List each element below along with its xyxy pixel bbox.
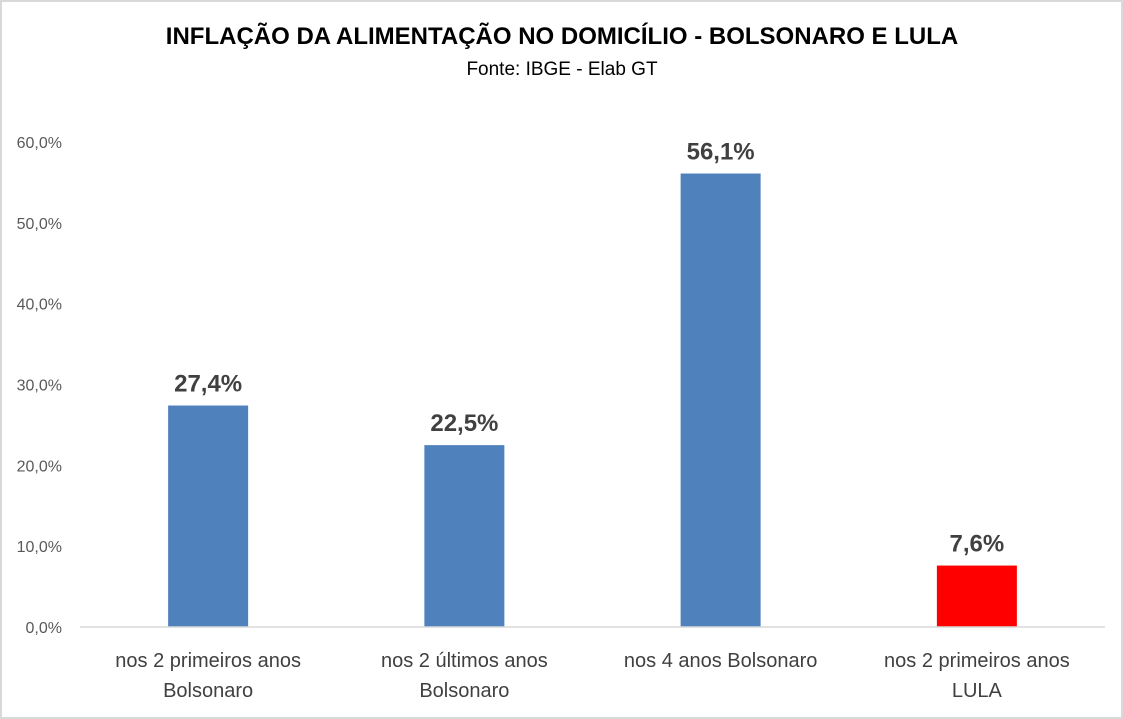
x-tick-label: nos 2 primeiros anos [115, 650, 301, 672]
y-tick-label: 0,0% [26, 620, 62, 637]
bar [680, 173, 761, 627]
chart-title: INFLAÇÃO DA ALIMENTAÇÃO NO DOMICÍLIO - B… [166, 22, 958, 50]
y-tick-label: 50,0% [17, 216, 62, 233]
x-tick-label: Bolsonaro [163, 680, 253, 702]
chart-subtitle: Fonte: IBGE - Elab GT [466, 59, 658, 80]
bar [168, 405, 249, 627]
x-tick-label: nos 4 anos Bolsonaro [624, 650, 817, 672]
y-tick-label: 30,0% [17, 378, 62, 395]
y-tick-label: 10,0% [17, 539, 62, 556]
data-label: 56,1% [687, 139, 755, 166]
data-label: 7,6% [950, 531, 1005, 558]
data-label: 27,4% [174, 371, 242, 398]
y-tick-label: 40,0% [17, 297, 62, 314]
x-tick-label: LULA [952, 680, 1003, 702]
data-label: 22,5% [430, 410, 498, 437]
y-tick-label: 60,0% [17, 135, 62, 152]
bar [936, 565, 1017, 627]
x-tick-label: nos 2 últimos anos [381, 650, 548, 672]
bar [424, 445, 505, 627]
x-tick-label: Bolsonaro [419, 680, 509, 702]
y-tick-label: 20,0% [17, 458, 62, 475]
x-tick-label: nos 2 primeiros anos [884, 650, 1070, 672]
